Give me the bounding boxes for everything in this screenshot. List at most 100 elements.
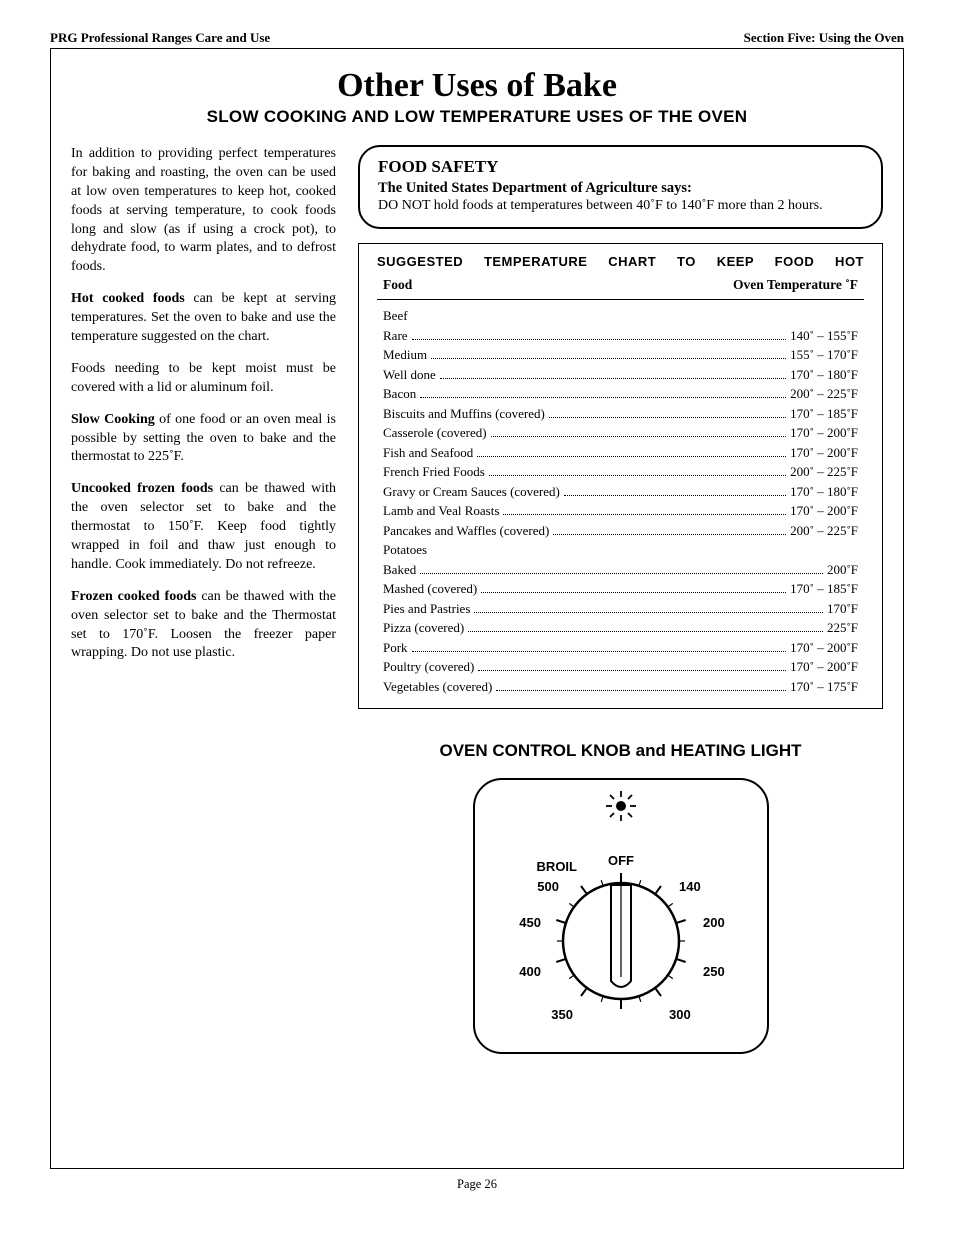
- leader-dots: [431, 358, 786, 359]
- knob-label-140: 140: [679, 879, 701, 894]
- slow-cooking-paragraph: Slow Cooking of one food or an oven meal…: [71, 411, 336, 468]
- chart-temp-value: 155˚ – 170˚F: [790, 345, 858, 365]
- chart-food-label: Pancakes and Waffles (covered): [383, 521, 549, 541]
- header-right: Section Five: Using the Oven: [744, 30, 904, 46]
- leader-dots: [496, 690, 786, 691]
- leader-dots: [478, 670, 786, 671]
- chart-food-label: Casserole (covered): [383, 423, 487, 443]
- sub-title: SLOW COOKING AND LOW TEMPERATURE USES OF…: [71, 107, 883, 127]
- chart-group-header: Potatoes: [377, 540, 864, 560]
- chart-temp-value: 170˚ – 200˚F: [790, 443, 858, 463]
- leader-dots: [420, 573, 823, 574]
- chart-row: Casserole (covered) 170˚ – 200˚F: [377, 423, 864, 443]
- food-safety-heading: FOOD SAFETY: [378, 157, 863, 177]
- content-frame: Other Uses of Bake SLOW COOKING AND LOW …: [50, 49, 904, 1169]
- safety-warning: DO NOT hold foods at temperatures betwee…: [378, 197, 863, 215]
- chart-row: Well done 170˚ – 180˚F: [377, 365, 864, 385]
- chart-temp-value: 170˚ – 200˚F: [790, 501, 858, 521]
- chart-food-label: Rare: [383, 326, 408, 346]
- chart-temp-value: 170˚ – 180˚F: [790, 365, 858, 385]
- left-column: In addition to providing perfect tempera…: [71, 145, 336, 1066]
- knob-label-off: OFF: [608, 853, 634, 868]
- chart-row: Pork 170˚ – 200˚F: [377, 638, 864, 658]
- chart-row: Pizza (covered)225˚F: [377, 618, 864, 638]
- chart-row: Baked 200˚F: [377, 560, 864, 580]
- leader-dots: [489, 475, 786, 476]
- chart-row: Gravy or Cream Sauces (covered) 170˚ – 18…: [377, 482, 864, 502]
- chart-food-label: Medium: [383, 345, 427, 365]
- knob-label-200: 200: [703, 915, 725, 930]
- header-left: PRG Professional Ranges Care and Use: [50, 30, 270, 46]
- chart-food-label: Well done: [383, 365, 436, 385]
- knob-label-300: 300: [669, 1007, 691, 1022]
- chart-food-label: Vegetables (covered): [383, 677, 492, 697]
- leader-dots: [564, 495, 786, 496]
- chart-row: Bacon 200˚ – 225˚F: [377, 384, 864, 404]
- chart-temp-value: 200˚ – 225˚F: [790, 462, 858, 482]
- chart-col-food: Food: [383, 277, 412, 293]
- chart-row: Vegetables (covered) 170˚ – 175˚F: [377, 677, 864, 697]
- chart-food-label: Fish and Seafood: [383, 443, 473, 463]
- leader-dots: [412, 651, 787, 652]
- chart-row: Biscuits and Muffins (covered)170˚ – 185…: [377, 404, 864, 424]
- slow-cooking-lead: Slow Cooking: [71, 412, 155, 427]
- page-header: PRG Professional Ranges Care and Use Sec…: [50, 30, 904, 49]
- knob-label-350: 350: [551, 1007, 573, 1022]
- chart-temp-value: 170˚ – 175˚F: [790, 677, 858, 697]
- leader-dots: [474, 612, 823, 613]
- knob-label-450: 450: [519, 915, 541, 930]
- chart-food-label: Lamb and Veal Roasts: [383, 501, 499, 521]
- chart-temp-value: 170˚ – 185˚F: [790, 404, 858, 424]
- knob-label-broil: BROIL: [536, 859, 577, 874]
- chart-temp-value: 200˚ – 225˚F: [790, 384, 858, 404]
- knob-label-400: 400: [519, 964, 541, 979]
- chart-food-label: French Fried Foods: [383, 462, 485, 482]
- leader-dots: [481, 592, 786, 593]
- page-number: Page 26: [50, 1177, 904, 1192]
- leader-dots: [420, 397, 786, 398]
- chart-temp-value: 200˚F: [827, 560, 858, 580]
- moist-paragraph: Foods needing to be kept moist must be c…: [71, 360, 336, 398]
- chart-food-label: Gravy or Cream Sauces (covered): [383, 482, 560, 502]
- knob-diagram: OFF 140 200 250 300 350 400 450 500 BROI…: [358, 771, 883, 1066]
- chart-temp-value: 170˚ – 180˚F: [790, 482, 858, 502]
- chart-row: Pancakes and Waffles (covered) 200˚ – 225…: [377, 521, 864, 541]
- chart-row: Rare140˚ – 155˚F: [377, 326, 864, 346]
- chart-column-headers: Food Oven Temperature ˚F: [377, 277, 864, 300]
- hot-foods-paragraph: Hot cooked foods can be kept at serving …: [71, 290, 336, 347]
- chart-title: SUGGESTED TEMPERATURE CHART TO KEEP FOOD…: [377, 254, 864, 269]
- leader-dots: [477, 456, 786, 457]
- chart-temp-value: 170˚ – 200˚F: [790, 638, 858, 658]
- knob-title: OVEN CONTROL KNOB and HEATING LIGHT: [358, 741, 883, 761]
- leader-dots: [503, 514, 786, 515]
- frozen-cooked-paragraph: Frozen cooked foods can be thawed with t…: [71, 588, 336, 664]
- uncooked-frozen-paragraph: Uncooked frozen foods can be thawed with…: [71, 480, 336, 574]
- chart-body: BeefRare140˚ – 155˚FMedium155˚ – 170˚FWe…: [377, 306, 864, 696]
- chart-temp-value: 200˚ – 225˚F: [790, 521, 858, 541]
- chart-food-label: Bacon: [383, 384, 416, 404]
- chart-row: Lamb and Veal Roasts 170˚ – 200˚F: [377, 501, 864, 521]
- chart-row: Medium 155˚ – 170˚F: [377, 345, 864, 365]
- knob-label-500: 500: [537, 879, 559, 894]
- main-title: Other Uses of Bake: [71, 67, 883, 105]
- chart-temp-value: 170˚ – 200˚F: [790, 657, 858, 677]
- temperature-chart: SUGGESTED TEMPERATURE CHART TO KEEP FOOD…: [358, 243, 883, 709]
- usda-line: The United States Department of Agricult…: [378, 180, 863, 197]
- chart-temp-value: 170˚F: [827, 599, 858, 619]
- chart-temp-value: 170˚ – 185˚F: [790, 579, 858, 599]
- chart-row: French Fried Foods 200˚ – 225˚F: [377, 462, 864, 482]
- chart-temp-value: 170˚ – 200˚F: [790, 423, 858, 443]
- food-safety-box: FOOD SAFETY The United States Department…: [358, 145, 883, 229]
- leader-dots: [412, 339, 787, 340]
- knob-label-250: 250: [703, 964, 725, 979]
- chart-food-label: Pork: [383, 638, 408, 658]
- chart-row: Mashed (covered)170˚ – 185˚F: [377, 579, 864, 599]
- leader-dots: [549, 417, 786, 418]
- chart-food-label: Pizza (covered): [383, 618, 464, 638]
- frozen-cooked-lead: Frozen cooked foods: [71, 589, 196, 604]
- intro-paragraph: In addition to providing perfect tempera…: [71, 145, 336, 277]
- chart-food-label: Baked: [383, 560, 416, 580]
- uncooked-frozen-lead: Uncooked frozen foods: [71, 481, 213, 496]
- chart-food-label: Poultry (covered): [383, 657, 474, 677]
- chart-row: Fish and Seafood 170˚ – 200˚F: [377, 443, 864, 463]
